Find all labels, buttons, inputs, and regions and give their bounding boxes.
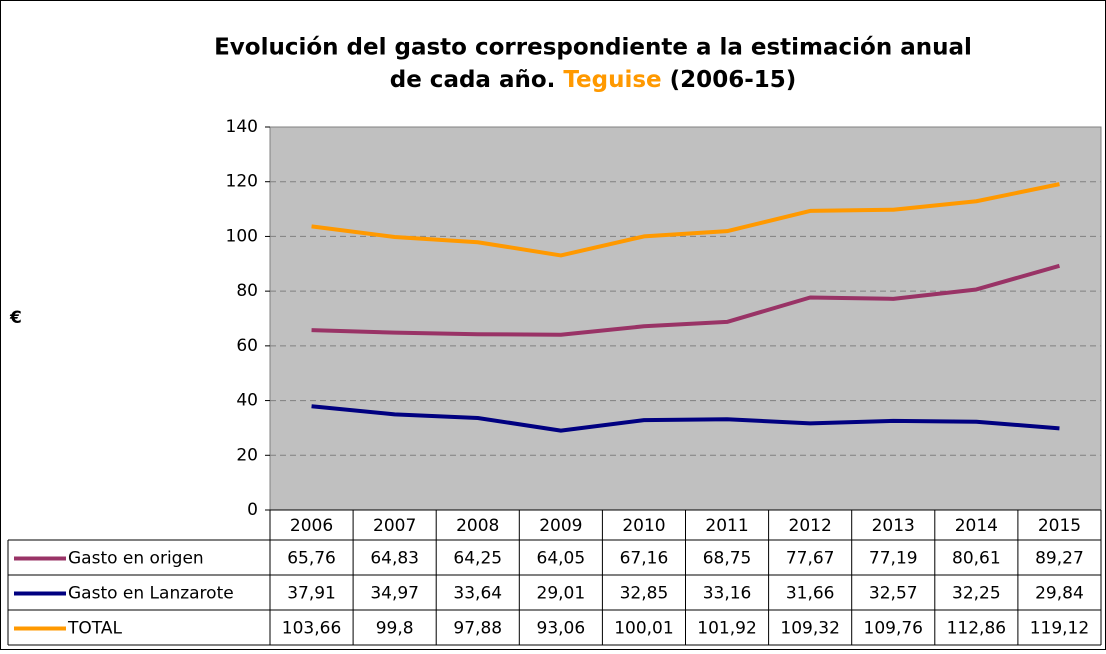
table-value: 93,06	[537, 619, 586, 639]
table-value: 65,76	[287, 549, 336, 569]
table-value: 32,57	[869, 584, 918, 604]
y-tick-label: 120	[226, 172, 258, 192]
series-line	[311, 404, 1060, 433]
y-tick-label: 140	[226, 117, 258, 137]
table-value: 32,25	[952, 584, 1001, 604]
chart-title: de cada año. Teguise (2006-15)	[390, 67, 797, 93]
x-tick-label: 2009	[539, 516, 582, 536]
legend-label: TOTAL	[67, 619, 122, 639]
y-axis-label: €	[9, 308, 22, 328]
series-line	[311, 263, 1060, 337]
table-value: 68,75	[703, 549, 752, 569]
plot-area	[269, 126, 1102, 511]
table-value: 64,05	[537, 549, 586, 569]
series-line	[311, 182, 1060, 258]
table-value: 33,64	[453, 584, 502, 604]
legend-label: Gasto en origen	[68, 549, 204, 569]
table-value: 97,88	[453, 619, 502, 639]
x-tick-label: 2008	[456, 516, 499, 536]
x-tick-label: 2015	[1038, 516, 1081, 536]
x-tick-label: 2007	[373, 516, 416, 536]
table-value: 109,76	[864, 619, 923, 639]
table-value: 37,91	[287, 584, 336, 604]
title-part: de cada año.	[390, 67, 556, 93]
x-tick-label: 2012	[789, 516, 832, 536]
y-tick-label: 40	[236, 391, 258, 411]
table-value: 101,92	[697, 619, 756, 639]
x-tick-label: 2011	[705, 516, 748, 536]
title-part: (2006-15)	[670, 67, 797, 93]
table-value: 77,67	[786, 549, 835, 569]
table-value: 64,83	[370, 549, 419, 569]
table-value: 89,27	[1035, 549, 1084, 569]
table-value: 33,16	[703, 584, 752, 604]
table-value: 31,66	[786, 584, 835, 604]
table-value: 103,66	[282, 619, 341, 639]
legend-label: Gasto en Lanzarote	[68, 584, 234, 604]
table-value: 80,61	[952, 549, 1001, 569]
y-tick-label: 20	[236, 445, 258, 465]
x-tick-label: 2006	[290, 516, 333, 536]
table-value: 77,19	[869, 549, 918, 569]
table-value: 64,25	[453, 549, 502, 569]
title-highlight: Teguise	[563, 67, 661, 93]
table-value: 67,16	[620, 549, 669, 569]
y-tick-label: 100	[226, 226, 258, 246]
x-tick-label: 2014	[955, 516, 998, 536]
table-value: 29,01	[537, 584, 586, 604]
x-tick-label: 2013	[872, 516, 915, 536]
table-value: 109,32	[780, 619, 839, 639]
x-tick-label: 2010	[622, 516, 665, 536]
y-tick-label: 80	[236, 281, 258, 301]
table-value: 99,8	[376, 619, 414, 639]
chart-title: Evolución del gasto correspondiente a la…	[214, 35, 972, 61]
table-value: 29,84	[1035, 584, 1084, 604]
table-value: 32,85	[620, 584, 669, 604]
table-value: 119,12	[1030, 619, 1089, 639]
table-value: 100,01	[614, 619, 673, 639]
y-tick-label: 0	[247, 500, 258, 520]
y-tick-label: 60	[236, 336, 258, 356]
table-value: 34,97	[370, 584, 419, 604]
table-value: 112,86	[947, 619, 1006, 639]
